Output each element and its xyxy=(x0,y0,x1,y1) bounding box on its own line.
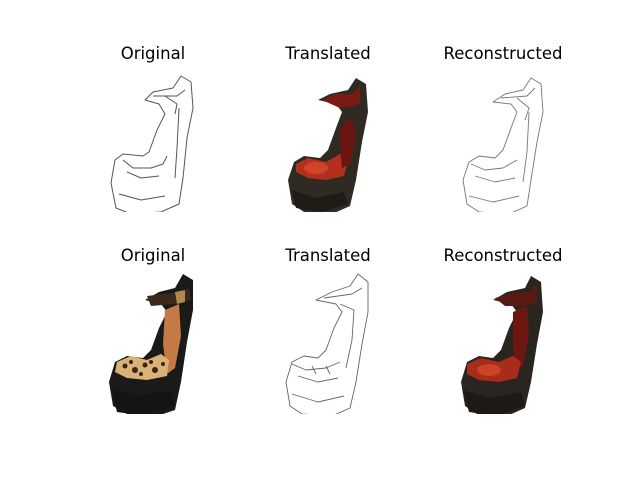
panel-title: Original xyxy=(120,44,186,63)
shoe-photo xyxy=(288,78,368,212)
shoe-sketch xyxy=(285,273,369,414)
photo-image xyxy=(431,270,575,414)
sketch-image xyxy=(81,68,225,212)
shoe-photo xyxy=(461,276,543,414)
shoe-sketch xyxy=(462,77,544,212)
panel-title: Translated xyxy=(285,246,371,265)
shoe-sketch xyxy=(110,75,194,212)
panel-title: Reconstructed xyxy=(443,44,563,63)
photo-image xyxy=(81,270,225,414)
shoe-photo-leopard xyxy=(109,274,193,414)
sketch-image xyxy=(256,270,400,414)
sketch-image xyxy=(431,68,575,212)
panel-title: Translated xyxy=(285,44,371,63)
panel-title: Reconstructed xyxy=(443,246,563,265)
photo-image xyxy=(256,68,400,212)
panel-title: Original xyxy=(120,246,186,265)
